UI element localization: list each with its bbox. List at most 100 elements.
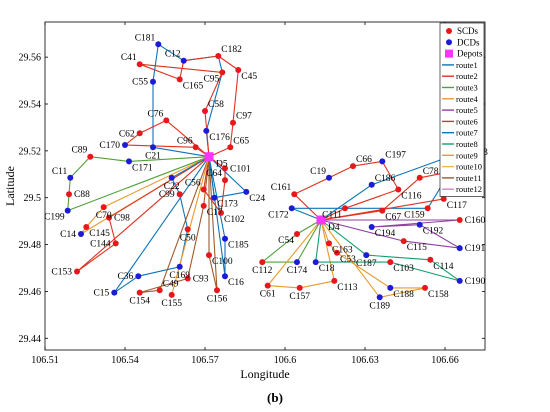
node-label: C190 [465, 277, 486, 287]
node-label: C116 [401, 192, 421, 202]
node-label: C45 [241, 72, 257, 82]
node-label: C49 [163, 279, 179, 289]
node-c67-scd-marker [379, 207, 386, 214]
node-label: C78 [423, 167, 439, 177]
node-c15-dcd-marker [111, 289, 118, 296]
node-c112-scd-marker [259, 259, 266, 266]
node-label: C89 [71, 146, 87, 156]
legend-point-marker [446, 39, 452, 46]
node-c181-dcd-marker [155, 41, 162, 48]
node-c103-scd-marker [387, 259, 394, 266]
node-c36-dcd-marker [135, 273, 142, 280]
node-label: C101 [230, 164, 251, 174]
x-tick-label: 106.54 [111, 355, 139, 366]
node-label: C170 [99, 141, 120, 151]
node-c116-scd-marker [395, 186, 402, 193]
x-tick-label: 106.6 [274, 355, 297, 366]
legend-entry-label: DCDs [457, 37, 480, 47]
y-axis-label: Latitude [3, 166, 17, 206]
node-label: C19 [310, 167, 326, 177]
node-c98-scd-marker [106, 214, 112, 221]
node-c55-dcd-marker [150, 78, 156, 85]
node-c22-dcd-marker [168, 174, 175, 181]
node-label: C62 [119, 129, 135, 139]
node-label: C67 [385, 213, 401, 223]
node-label: C65 [233, 136, 249, 146]
node-c76-scd-marker [163, 117, 170, 124]
x-tick-label: 106.63 [351, 355, 379, 366]
node-label: C12 [165, 50, 181, 60]
node-c14-dcd-marker [78, 231, 84, 237]
y-tick-label: 29.52 [19, 146, 42, 157]
node-label: C154 [129, 297, 150, 307]
node-label: C102 [224, 215, 245, 225]
node-c199-dcd-marker [64, 207, 71, 214]
node-label: C185 [228, 241, 249, 251]
node-label: C156 [207, 294, 228, 304]
route-path-13 [208, 156, 247, 199]
node-label: C99 [159, 190, 175, 200]
node-label: C64 [206, 169, 222, 179]
node-label: C199 [44, 213, 65, 223]
node-label: C53 [340, 255, 356, 265]
depot-label: D5 [216, 160, 228, 170]
legend-entry-label: route1 [456, 60, 478, 70]
node-label: C24 [249, 194, 265, 204]
legend-entry-label: SCDs [457, 26, 479, 36]
node-c96-scd-marker [192, 144, 199, 151]
x-tick-label: 106.66 [431, 355, 459, 366]
node-label: C115 [407, 243, 427, 253]
node-label: C103 [393, 264, 414, 274]
node-label: C197 [385, 150, 406, 160]
node-c186-dcd-marker [368, 181, 375, 188]
node-label: C158 [428, 290, 449, 300]
legend-entry-label: route7 [456, 128, 478, 138]
route-path-7 [113, 156, 210, 294]
node-c145-scd-marker [83, 224, 90, 230]
node-c159-scd-marker [424, 205, 431, 212]
node-label: C186 [375, 174, 396, 184]
x-axis-label: Longitude [240, 367, 289, 381]
x-axis-ticks: 106.51 106.54 106.57 106.6 106.63 106.66 [31, 22, 459, 366]
node-c111-scd-marker [342, 205, 348, 212]
node-c97-scd-marker [230, 119, 236, 126]
node-c161-scd-marker [291, 191, 298, 198]
node-label: C188 [393, 290, 414, 300]
node-label: C88 [74, 190, 90, 200]
node-c144-scd-marker [112, 240, 119, 247]
node-c70-scd-marker [100, 204, 107, 211]
node-c100-scd-marker [206, 252, 212, 259]
node-label: C22 [164, 182, 180, 192]
node-label: C111 [322, 210, 342, 220]
node-label: C93 [193, 275, 209, 285]
node-c160-scd-marker [456, 217, 463, 223]
x-tick-label: 106.51 [31, 355, 59, 366]
node-c114-scd-marker [427, 256, 434, 263]
node-c187-dcd-marker [363, 252, 370, 259]
node-label: C70 [96, 211, 112, 221]
node-c88-scd-marker [66, 191, 72, 198]
node-c113-scd-marker [331, 277, 338, 284]
node-label: C160 [465, 216, 486, 226]
route-path-16 [320, 172, 445, 221]
node-label: C15 [93, 289, 109, 299]
node-label: C17 [207, 208, 223, 218]
nodes-layer [64, 41, 466, 301]
route-path-14 [293, 160, 399, 221]
node-c17-scd-marker [200, 202, 207, 209]
node-c62-scd-marker [136, 130, 143, 137]
node-label: C61 [260, 290, 276, 300]
y-tick-label: 29.48 [19, 240, 42, 251]
node-label: C11 [52, 167, 68, 177]
y-tick-label: 29.5 [24, 193, 42, 204]
node-c18-dcd-marker [312, 259, 319, 266]
node-c174-dcd-marker [294, 259, 300, 266]
node-c191-dcd-marker [456, 245, 463, 252]
node-c170-dcd-marker [122, 142, 128, 148]
node-label: C114 [433, 262, 453, 272]
node-c58-scd-marker [202, 108, 208, 114]
node-c102-scd-marker [218, 209, 224, 216]
node-label: C159 [404, 210, 425, 220]
node-label: C189 [369, 301, 390, 311]
node-c117-scd-marker [440, 195, 447, 202]
